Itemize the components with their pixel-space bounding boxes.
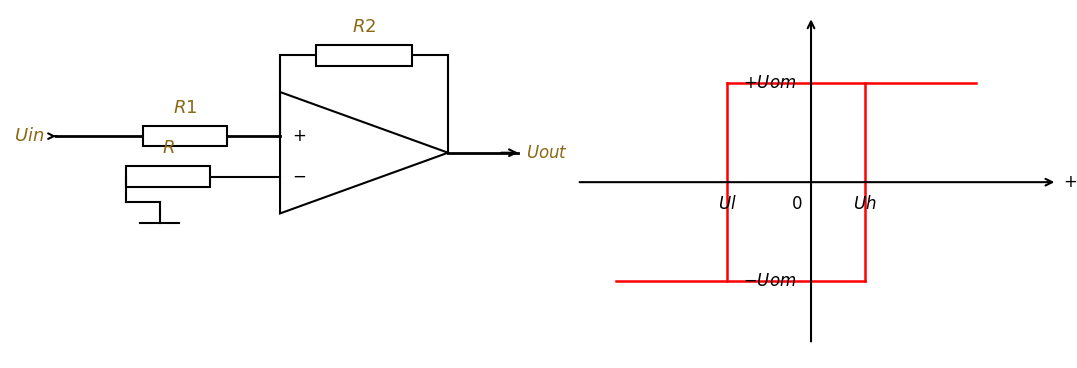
Text: $\it{+Uom}$: $\it{+Uom}$ — [743, 74, 796, 92]
Text: $\it{R}$: $\it{R}$ — [162, 139, 174, 157]
Text: $\it{R2}$: $\it{R2}$ — [352, 18, 376, 36]
Text: $\it{0}$: $\it{0}$ — [791, 195, 802, 213]
Bar — [317, 45, 411, 66]
Text: −: − — [293, 168, 307, 185]
Text: +: + — [293, 127, 307, 145]
Text: $\it{Uh}$: $\it{Uh}$ — [853, 195, 877, 213]
Bar — [126, 166, 210, 187]
Text: $\it{Uin}$: $\it{Uin}$ — [14, 127, 44, 145]
Text: $\it{Uout}$: $\it{Uout}$ — [527, 144, 569, 162]
Text: $\it{+Uin}$: $\it{+Uin}$ — [1063, 173, 1077, 191]
Bar — [143, 126, 227, 146]
Text: $\it{Ul}$: $\it{Ul}$ — [717, 195, 737, 213]
Text: $\it{-Uom}$: $\it{-Uom}$ — [743, 272, 796, 290]
Text: $\it{R1}$: $\it{R1}$ — [172, 99, 197, 117]
